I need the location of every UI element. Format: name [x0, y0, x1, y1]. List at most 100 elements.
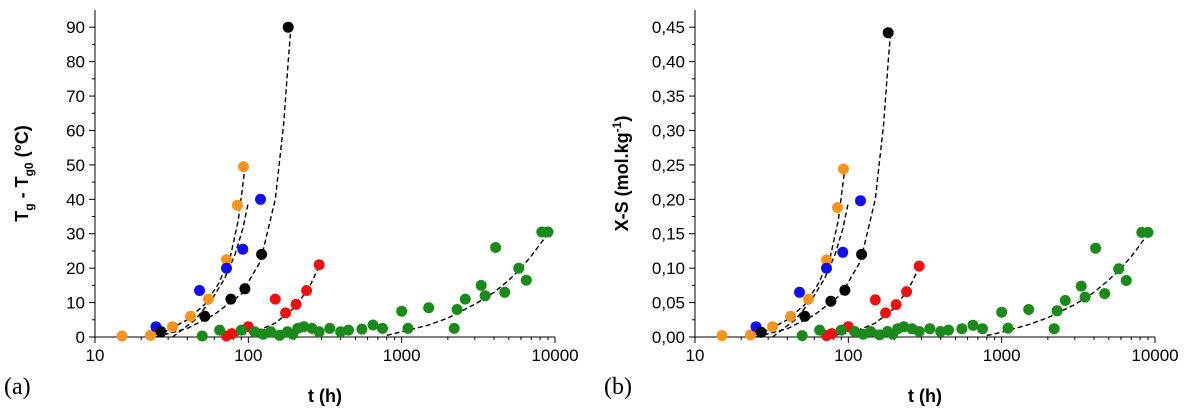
data-point-black [839, 284, 851, 296]
data-point-green [1023, 304, 1035, 315]
data-point-green [1075, 280, 1087, 292]
data-point-green [377, 322, 388, 334]
data-point-blue [837, 246, 849, 258]
chart-panel-a: 0 10 20 30 40 50 60 70 80 90 10 100 1000 10000 t (h) Tg… [4, 10, 579, 406]
y-tick-label: 0,20 [652, 190, 685, 209]
data-point-black [239, 283, 251, 295]
data-point-green [499, 286, 511, 298]
data-point-orange [221, 254, 232, 266]
data-point-red [269, 293, 281, 305]
data-point-red [869, 294, 881, 306]
x-tick-label: 10000 [531, 346, 578, 365]
data-point-green [1142, 226, 1154, 238]
data-point-green [367, 319, 379, 331]
data-point-green [849, 326, 861, 337]
data-point-red [301, 285, 313, 296]
data-point-orange [185, 310, 197, 322]
data-point-green [448, 322, 460, 334]
data-point-green [1113, 263, 1125, 275]
fit-curve-black [755, 34, 892, 338]
data-point-green [977, 323, 988, 335]
data-point-green [513, 262, 525, 274]
data-point-green [214, 324, 226, 336]
y-tick-label: 80 [66, 53, 85, 72]
data-point-green [913, 326, 925, 337]
data-point-black [282, 21, 294, 33]
data-point-blue [221, 262, 232, 274]
data-point-orange [803, 293, 814, 305]
chart-panel-b: 0,00 0,05 0,10 0,15 0,20 0,25 0,30 0,35 0,40 0,45… [600, 0, 1200, 413]
y-tick-label: 30 [66, 225, 85, 244]
y-tick-label: 10 [66, 294, 85, 313]
x-tick-label: 100 [234, 346, 262, 365]
data-point-red [280, 307, 292, 319]
fit-curve-green [386, 233, 549, 336]
data-point-black [882, 27, 894, 39]
data-point-orange [838, 163, 849, 175]
data-point-green [1120, 275, 1132, 286]
data-point-black [256, 248, 268, 260]
data-point-orange [832, 202, 843, 214]
fit-curve-blue [772, 202, 849, 338]
data-point-red [226, 328, 238, 340]
y-tick-label: 0,35 [652, 87, 685, 106]
y-tick-label: 0,40 [652, 53, 685, 72]
data-point-green [996, 306, 1008, 318]
data-point-red [826, 328, 838, 340]
data-point-black [856, 248, 868, 260]
data-point-green [1099, 288, 1111, 300]
panel-label-b: (b) [604, 374, 632, 400]
data-point-blue [794, 286, 805, 298]
data-point-green [898, 321, 910, 333]
data-point-green [490, 242, 502, 253]
data-point-green [423, 302, 435, 314]
fit-curve-orange [747, 168, 846, 338]
data-point-green [1048, 323, 1060, 335]
fit-curve-black [155, 34, 292, 338]
axes-frame [694, 10, 1155, 338]
y-tick-label: 0,15 [652, 225, 685, 244]
data-point-red [913, 260, 925, 272]
data-point-orange [232, 199, 243, 211]
x-tick-label: 10000 [1131, 346, 1178, 365]
x-axis-title: t (h) [908, 386, 942, 406]
data-point-orange [785, 310, 797, 322]
data-point-black [799, 310, 811, 322]
data-point-green [835, 324, 847, 336]
data-point-green [924, 323, 936, 335]
x-tick-label: 10 [86, 346, 105, 365]
y-axis-title: Tg - Tg0 (°C) [12, 125, 36, 222]
x-tick-label: 1000 [383, 346, 421, 365]
y-tick-label: 0,45 [652, 18, 685, 37]
data-point-black [755, 326, 767, 338]
x-tick-label: 1000 [983, 346, 1021, 365]
data-point-orange [145, 329, 156, 341]
data-point-green [943, 324, 954, 336]
y-tick-label: 0,10 [652, 259, 685, 278]
x-tick-label: 100 [834, 346, 862, 365]
x-tick-label: 10 [686, 346, 705, 365]
y-tick-label: 0,30 [652, 121, 685, 140]
fit-curve-blue [172, 202, 249, 338]
y-tick-label: 90 [66, 18, 85, 37]
data-point-green [1051, 305, 1063, 317]
data-point-green [298, 321, 310, 333]
data-point-orange [767, 321, 778, 333]
y-tick-label: 0,25 [652, 156, 685, 175]
data-point-blue [855, 195, 866, 207]
data-point-green [542, 226, 554, 238]
data-point-black [225, 293, 237, 305]
data-point-green [343, 324, 354, 336]
data-point-green [1090, 242, 1102, 254]
data-point-orange [716, 330, 728, 342]
data-point-green [249, 326, 261, 338]
data-point-black [825, 295, 837, 307]
fit-curve-green [986, 233, 1149, 337]
data-point-green [196, 330, 208, 342]
data-point-orange [167, 321, 178, 333]
data-point-green [520, 274, 532, 286]
data-point-orange [203, 293, 214, 305]
y-tick-label: 60 [66, 121, 85, 140]
data-point-green [865, 326, 877, 337]
